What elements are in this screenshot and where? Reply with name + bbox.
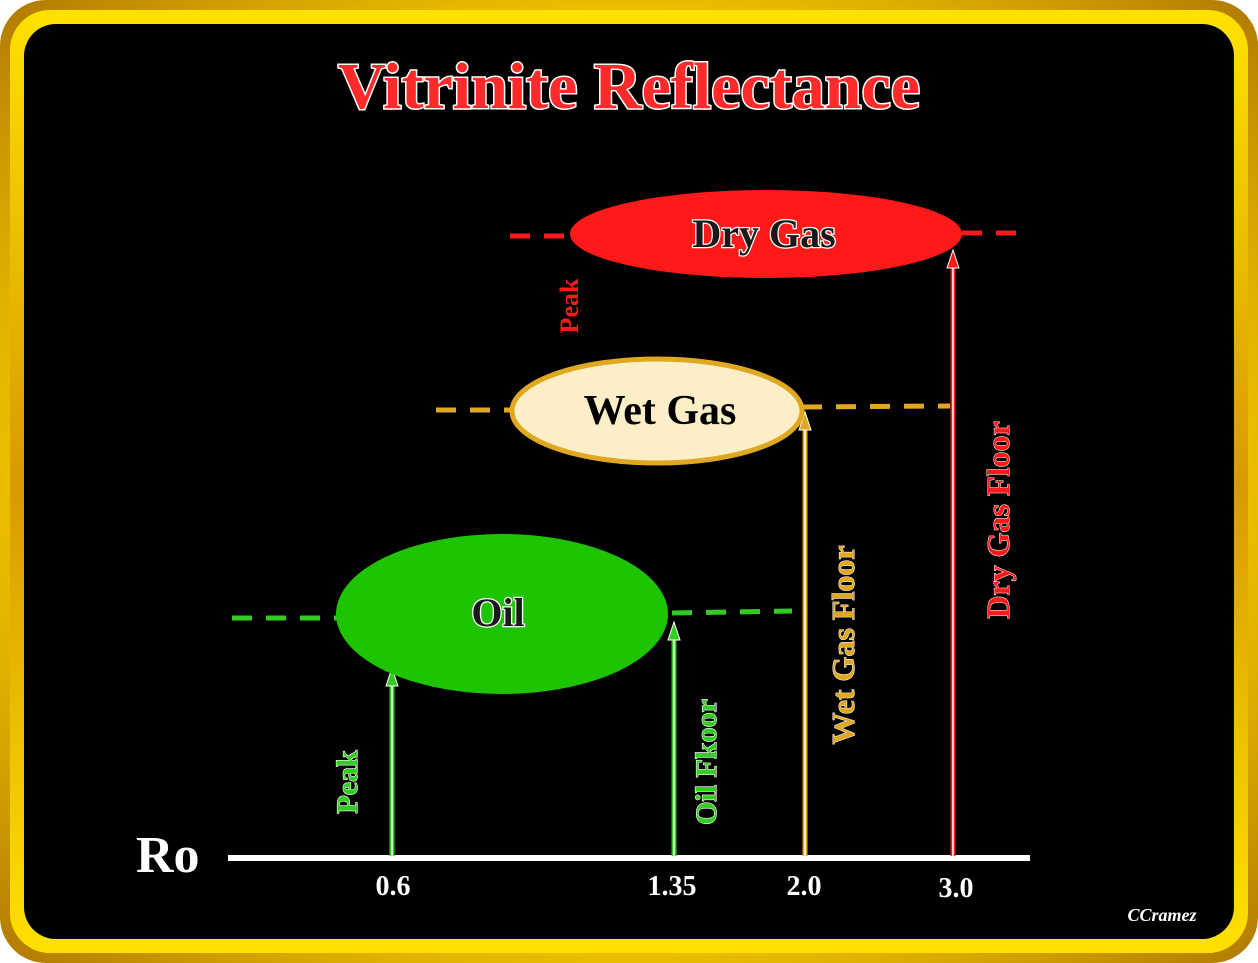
tick-label-1-35: 1.35: [648, 871, 697, 902]
wet-gas-dash-right: [801, 403, 951, 410]
diagram-title: Vitrinite Reflectance: [338, 50, 920, 123]
oil-zone-label: Oil: [471, 590, 524, 635]
tick-label-0-6: 0.6: [376, 871, 411, 902]
oil-peak-label: Peak: [331, 750, 364, 814]
wet-gas-floor-label: Wet Gas Floor: [825, 545, 861, 744]
dry-gas-zone-ellipse: [570, 190, 962, 278]
dry-gas-zone-label: Dry Gas: [692, 211, 835, 256]
axis-label: Ro: [136, 827, 200, 884]
oil-dash-right: [671, 608, 793, 616]
oil-floor-arrow: [667, 620, 681, 856]
wet-gas-floor-arrow: [798, 410, 812, 856]
dry-gas-floor-label: Dry Gas Floor: [980, 421, 1016, 618]
oil-peak-arrow: [385, 666, 399, 856]
dry-gas-peak-label: Peak: [555, 278, 584, 333]
oil-floor-label: Oil Fkoor: [690, 699, 723, 825]
oil-zone-ellipse: [336, 534, 668, 694]
tick-label-2-0: 2.0: [787, 871, 822, 902]
tick-label-3-0: 3.0: [939, 873, 974, 904]
dry-gas-floor-arrow: [946, 248, 960, 856]
wet-gas-zone-ellipse: [509, 356, 805, 466]
black-panel: [24, 24, 1234, 939]
wet-gas-zone-label: Wet Gas: [584, 388, 737, 434]
credit-label: CCramez: [1127, 905, 1196, 925]
